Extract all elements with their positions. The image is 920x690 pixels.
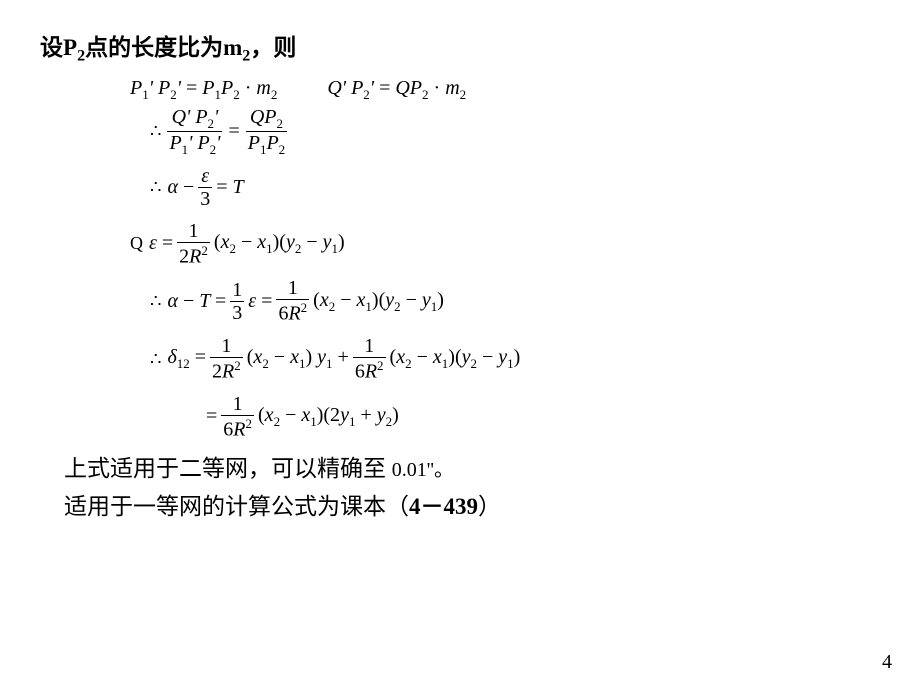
eq7-frac: 1 6R2 bbox=[221, 394, 254, 440]
eq6-frac2: 1 6R2 bbox=[353, 336, 386, 382]
eq3-alpha: α − bbox=[167, 177, 194, 197]
eq7-eq: = bbox=[206, 406, 217, 426]
eq5-right: (x2 − x1)(y2 − y1) bbox=[313, 290, 444, 313]
eq4-frac: 1 2R2 bbox=[177, 221, 210, 267]
eq1-right: Q' P2' = QP2 · m2 bbox=[327, 78, 466, 101]
eq5-mid: ε = bbox=[248, 291, 272, 311]
eq3-right: = T bbox=[216, 177, 243, 197]
eq4-right: (x2 − x1)(y2 − y1) bbox=[214, 232, 345, 255]
eq5-frac1: 1 3 bbox=[230, 280, 244, 323]
eq4-eps: ε = bbox=[149, 233, 173, 253]
equals-sign: = bbox=[228, 121, 239, 141]
eq5-left: α − T = bbox=[167, 291, 226, 311]
math-block: P1' P2' = P1P2 · m2 Q' P2' = QP2 · m2 ∴ … bbox=[130, 78, 880, 440]
eq5-frac2: 1 6R2 bbox=[276, 278, 309, 324]
eq6-frac1: 1 2R2 bbox=[210, 336, 243, 382]
eq3-frac: ε 3 bbox=[198, 166, 212, 209]
eq1-left: P1' P2' = P1P2 · m2 bbox=[130, 78, 277, 101]
therefore-icon: ∴ bbox=[150, 350, 161, 368]
equation-4: Q ε = 1 2R2 (x2 − x1)(y2 − y1) bbox=[130, 221, 880, 267]
because-icon: Q bbox=[130, 234, 143, 252]
footer1-a: 上式适用于二等网，可以精确至 bbox=[64, 456, 392, 481]
equation-7: = 1 6R2 (x2 − x1)(2y1 + y2) bbox=[206, 394, 880, 440]
eq2-frac2: QP2 P1P2 bbox=[246, 107, 287, 156]
therefore-icon: ∴ bbox=[150, 178, 161, 196]
footer1-b: 0.01''。 bbox=[392, 459, 454, 481]
footer-line-2: 适用于一等网的计算公式为课本（4－439） bbox=[64, 487, 880, 521]
eq2-frac1: Q' P2' P1' P2' bbox=[167, 107, 222, 156]
therefore-icon: ∴ bbox=[150, 122, 161, 140]
title-line: 设P2点的长度比为m2，则 bbox=[40, 28, 880, 66]
equation-2: ∴ Q' P2' P1' P2' = QP2 P1P2 bbox=[150, 107, 880, 156]
eq6-mid2: (x2 − x1)(y2 − y1) bbox=[390, 347, 521, 370]
therefore-icon: ∴ bbox=[150, 292, 161, 310]
eq6-mid1: (x2 − x1) y1 + bbox=[247, 347, 349, 370]
eq6-left: δ12 = bbox=[167, 347, 206, 370]
eq7-right: (x2 − x1)(2y1 + y2) bbox=[258, 405, 399, 428]
page-number: 4 bbox=[882, 651, 892, 674]
equation-6: ∴ δ12 = 1 2R2 (x2 − x1) y1 + 1 6R2 (x2 −… bbox=[150, 336, 880, 382]
slide-page: 设P2点的长度比为m2，则 P1' P2' = P1P2 · m2 Q' P2'… bbox=[0, 0, 920, 690]
footer-line-1: 上式适用于二等网，可以精确至 0.01''。 bbox=[64, 449, 880, 483]
equation-1: P1' P2' = P1P2 · m2 Q' P2' = QP2 · m2 bbox=[130, 78, 880, 101]
equation-5: ∴ α − T = 1 3 ε = 1 6R2 (x2 − x1)(y2 − y… bbox=[150, 278, 880, 324]
equation-3: ∴ α − ε 3 = T bbox=[150, 166, 880, 209]
